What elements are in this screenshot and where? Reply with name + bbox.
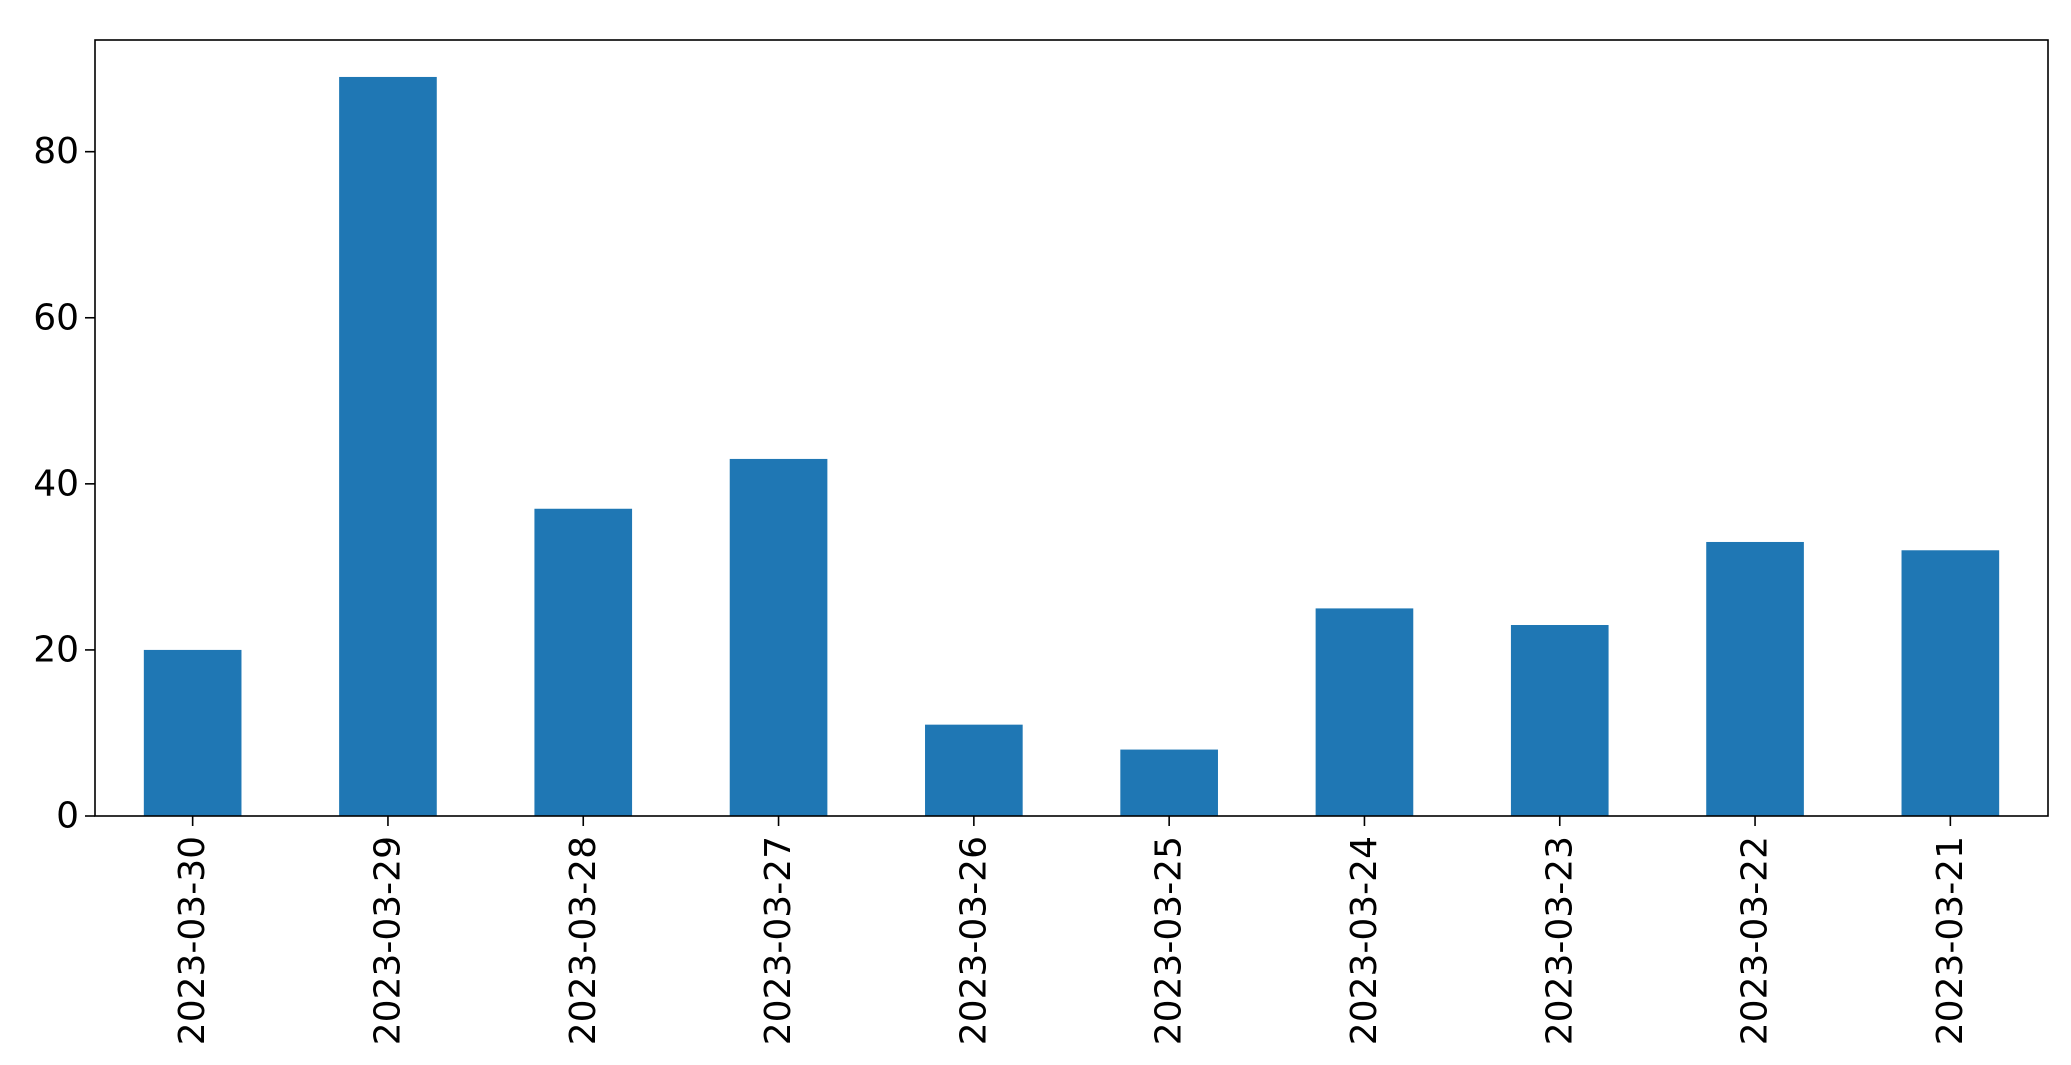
- x-tick-label: 2023-03-24: [1344, 836, 1385, 1045]
- plot-frame: [94, 39, 2049, 817]
- y-tick-label: 40: [33, 463, 79, 504]
- y-tick-label: 60: [33, 297, 79, 338]
- x-tick-label: 2023-03-25: [1149, 836, 1190, 1045]
- x-tick-label: 2023-03-30: [172, 836, 213, 1045]
- bar-2023-03-22: [1706, 541, 1804, 816]
- bars-layer: [143, 76, 2000, 816]
- x-tick-label: 2023-03-28: [563, 836, 604, 1045]
- bar-2023-03-25: [1120, 749, 1218, 816]
- x-axis: 2023-03-30 2023-03-29 2023-03-28 2023-03-27…: [172, 816, 1971, 1045]
- bar-2023-03-21: [1901, 550, 2000, 816]
- x-tick-label: 2023-03-26: [953, 836, 994, 1045]
- y-tick-label: 20: [33, 629, 79, 670]
- x-tick-label: 2023-03-29: [367, 836, 408, 1045]
- y-tick-label: 0: [56, 796, 79, 837]
- y-tick-label: 80: [33, 131, 79, 172]
- bar-2023-03-23: [1510, 625, 1609, 816]
- x-tick-label: 2023-03-22: [1735, 836, 1776, 1045]
- bar-2023-03-24: [1315, 608, 1414, 816]
- y-axis: 0 20 40 60 80: [33, 131, 95, 837]
- bar-2023-03-28: [534, 508, 633, 816]
- bar-2023-03-26: [925, 724, 1023, 816]
- x-tick-label: 2023-03-27: [758, 836, 799, 1045]
- bar-2023-03-30: [143, 649, 242, 816]
- x-tick-label: 2023-03-23: [1539, 836, 1580, 1045]
- bar-2023-03-29: [339, 76, 437, 816]
- x-tick-label: 2023-03-21: [1930, 836, 1971, 1045]
- bar-2023-03-27: [729, 458, 828, 816]
